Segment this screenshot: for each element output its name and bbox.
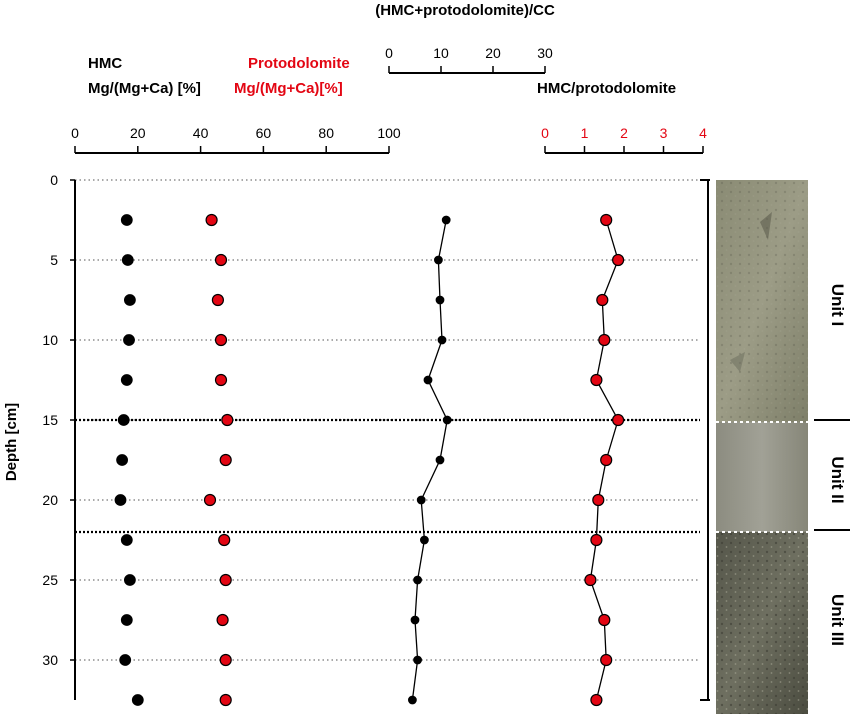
mg-point-0-11 (119, 654, 132, 666)
unit-label-3: Unit III (828, 594, 847, 646)
ratio_cc-x-tick-label: 20 (485, 45, 501, 61)
ratio_cc-point-0-12 (407, 695, 417, 705)
unit-label-2: Unit II (828, 456, 847, 503)
hmc_proto-point-0-3 (598, 333, 611, 347)
hmc_proto-point-0-11 (600, 653, 613, 667)
mg-point-0-5 (117, 414, 130, 426)
hmc_proto-point-0-1 (611, 253, 625, 267)
ratio_cc-point-0-1 (433, 255, 443, 265)
mg-point-0-0 (120, 214, 133, 226)
mg-point-1-8 (218, 533, 231, 547)
hmc_proto-point-0-10 (598, 613, 611, 627)
hmc_proto-point-0-8 (590, 533, 603, 547)
mg-point-0-4 (120, 374, 133, 386)
mg-point-1-6 (219, 453, 232, 467)
mg-point-1-2 (211, 293, 224, 307)
mg-point-1-10 (216, 613, 229, 627)
mg-x-tick-label: 20 (130, 125, 146, 141)
ratio_cc-x-tick-label: 30 (537, 45, 553, 61)
hmc_proto-point-0-12 (590, 693, 603, 707)
core-photo (716, 180, 808, 714)
unit-brackets: Unit I Unit II Unit III (700, 179, 850, 701)
depth-tick-label: 10 (42, 332, 58, 348)
mg-point-0-10 (120, 614, 133, 626)
mg-point-1-3 (214, 333, 228, 347)
mg-point-0-9 (123, 574, 136, 586)
hmc-mg-ratio-label: Mg/(Mg+Ca) [%] (88, 80, 201, 97)
mg-point-1-0 (205, 213, 218, 227)
hmc_proto-point-0-0 (600, 213, 613, 227)
hmc-protodolomite-axis-title: HMC/protodolomite (537, 80, 676, 97)
hmc_proto-x-tick-label: 3 (660, 125, 668, 141)
depth-tick-label: 30 (42, 652, 58, 668)
mg-x-tick-label: 80 (318, 125, 334, 141)
hmc_proto-point-0-7 (592, 493, 605, 507)
depth-tick-label: 25 (42, 572, 58, 588)
ratio_cc-point-0-7 (416, 495, 426, 505)
cc-ratio-axis-title: (HMC+protodolomite)/CC (375, 2, 555, 19)
mg-x-tick-label: 60 (256, 125, 272, 141)
unit-label-1: Unit I (828, 284, 847, 327)
mg-point-1-11 (219, 653, 232, 667)
hmc_proto-point-0-2 (596, 293, 609, 307)
hmc_proto-x-tick-label: 4 (699, 125, 707, 141)
ratio_cc-point-0-4 (423, 375, 433, 385)
ratio_cc-point-0-8 (419, 535, 429, 545)
mg-point-0-6 (116, 454, 128, 466)
ratio_cc-point-0-5 (442, 415, 452, 425)
mg-point-0-12 (131, 694, 144, 706)
ratio_cc-x-tick-label: 0 (385, 45, 393, 61)
protodolomite-title: Protodolomite (248, 55, 350, 72)
mg-point-1-1 (214, 253, 228, 267)
ratio_cc-x-tick-label: 10 (433, 45, 449, 61)
hmc_proto-x-tick-label: 2 (620, 125, 628, 141)
mg-point-0-1 (121, 254, 134, 266)
ratio_cc-point-0-10 (410, 615, 420, 625)
mg-point-0-2 (123, 294, 136, 306)
hmc_proto-x-tick-label: 1 (581, 125, 589, 141)
ratio_cc-point-0-3 (437, 335, 447, 345)
mg-point-0-3 (123, 334, 135, 346)
depth-ticks: 0 5 10 15 20 25 30 (42, 172, 76, 700)
hmc-title: HMC (88, 55, 122, 72)
ratio_cc-point-0-11 (413, 655, 423, 665)
mg-point-1-5 (221, 413, 234, 427)
depth-tick-label: 20 (42, 492, 58, 508)
mg-point-0-8 (120, 534, 133, 546)
axes-layer: 0 20 40 60 80 100 0 10 20 30 0 1 2 3 4 (71, 45, 707, 154)
series-layer (114, 213, 625, 707)
ratio_cc-point-0-6 (435, 455, 445, 465)
hmc_proto-x-tick-label: 0 (541, 125, 549, 141)
depth-tick-label: 0 (50, 172, 58, 188)
mg-x-tick-label: 100 (377, 125, 401, 141)
hmc_proto-point-0-5 (611, 413, 625, 427)
mg-x-tick-label: 0 (71, 125, 79, 141)
mg-point-0-7 (114, 494, 127, 506)
mg-point-1-4 (214, 373, 228, 387)
protodolomite-mg-ratio-label: Mg/(Mg+Ca)[%] (234, 80, 343, 97)
mg-x-tick-label: 40 (193, 125, 209, 141)
depth-axis-label: Depth [cm] (3, 403, 20, 481)
ratio_cc-point-0-9 (413, 575, 423, 585)
ratio_cc-point-0-0 (441, 215, 451, 225)
depth-tick-label: 15 (42, 412, 58, 428)
hmc_proto-point-0-4 (590, 373, 603, 387)
mg-point-1-9 (219, 573, 232, 587)
hmc_proto-point-0-9 (584, 573, 597, 587)
ratio_cc-point-0-2 (435, 295, 445, 305)
mg-point-1-7 (203, 493, 217, 507)
mg-point-1-12 (219, 693, 232, 707)
gridlines (75, 179, 700, 661)
hmc_proto-point-0-6 (600, 453, 613, 467)
depth-tick-label: 5 (50, 252, 58, 268)
